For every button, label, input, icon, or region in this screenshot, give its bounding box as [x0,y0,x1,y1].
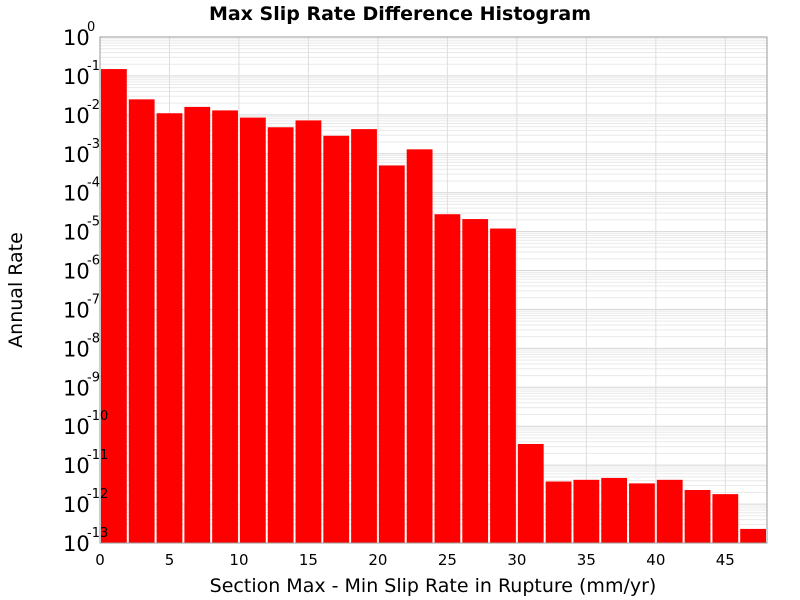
x-tick-label: 15 [299,551,318,569]
histogram-bar [156,113,183,544]
histogram-bar [656,479,683,543]
y-tick-exponent: -9 [87,370,100,385]
histogram-bar [212,110,238,543]
histogram-bar [573,479,600,543]
x-tick-label: 30 [507,551,526,569]
histogram-bar [351,129,377,544]
y-tick-exponent: -12 [87,487,108,502]
histogram-bar [712,494,739,543]
histogram-bar [406,149,433,543]
y-tick-exponent: -7 [87,292,100,307]
x-tick-label: 0 [95,551,105,569]
y-tick-exponent: -4 [87,176,100,191]
x-tick-label: 45 [716,551,735,569]
y-tick-exponent: -11 [87,448,108,463]
y-axis-label: Annual Rate [5,232,27,348]
histogram-bar [434,214,461,543]
y-tick-label: 10 [63,376,90,400]
y-tick-exponent: -10 [87,409,108,424]
histogram-bar [101,69,127,543]
histogram-bar [601,477,628,543]
x-tick-label: 40 [646,551,665,569]
histogram-bar [128,99,155,543]
y-tick-exponent: 0 [87,20,95,35]
x-tick-label: 20 [368,551,387,569]
chart-title: Max Slip Rate Difference Histogram [209,3,591,25]
histogram-bar [323,135,350,543]
y-tick-exponent: -2 [87,98,100,113]
y-tick-label: 10 [63,260,90,284]
histogram-bar [267,127,294,543]
plot-area: 0 5 10 15 20 25 30 35 40 4510010-110-210-310-410-… [63,20,768,569]
y-tick-label: 10 [63,65,90,89]
y-tick-label: 10 [63,415,90,439]
y-tick-label: 10 [63,182,90,206]
histogram-bar [239,117,266,543]
y-tick-label: 10 [63,493,90,517]
y-tick-label: 10 [63,532,90,556]
x-tick-label: 25 [438,551,457,569]
y-tick-exponent: -13 [87,526,108,541]
y-tick-label: 10 [63,143,90,167]
y-tick-exponent: -8 [87,331,100,346]
histogram-bar [740,528,766,543]
histogram-bar [517,443,544,543]
y-tick-label: 10 [63,26,90,50]
y-tick-label: 10 [63,298,90,322]
y-tick-exponent: -5 [87,215,100,230]
y-tick-label: 10 [63,221,90,245]
histogram-bar [490,228,516,544]
y-tick-label: 10 [63,337,90,361]
y-tick-exponent: -3 [87,137,100,152]
histogram-bar [545,481,572,543]
plot-frame [99,36,768,544]
x-tick-label: 5 [165,551,175,569]
y-tick-exponent: -1 [87,59,100,74]
y-tick-exponent: -6 [87,254,100,269]
histogram-bar [629,483,655,543]
x-tick-label: 35 [577,551,596,569]
histogram-bar [378,165,405,543]
histogram-bar [684,489,711,543]
x-tick-label: 10 [229,551,248,569]
y-tick-label: 10 [63,104,90,128]
y-tick-label: 10 [63,454,90,478]
x-axis-label: Section Max - Min Slip Rate in Rupture (… [210,575,657,597]
histogram-bar [462,219,489,544]
histogram-bar [184,106,211,543]
histogram-bar [295,120,322,543]
